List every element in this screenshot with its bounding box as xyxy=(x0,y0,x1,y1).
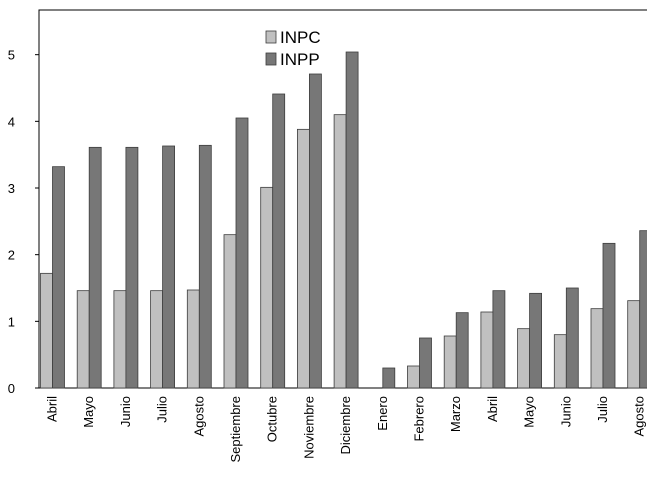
bar-inpc xyxy=(297,129,309,388)
bar-inpc xyxy=(591,309,603,388)
bar-inpc xyxy=(334,115,346,388)
bar-inpc xyxy=(114,291,126,388)
bar-inpp xyxy=(236,118,248,388)
x-tick-label: Mayo xyxy=(81,396,96,428)
x-tick-label: Marzo xyxy=(448,396,463,432)
bar-inpp xyxy=(383,368,395,388)
bar-inpc xyxy=(224,235,236,388)
bar-inpp xyxy=(493,291,505,388)
x-tick-label: Septiembre xyxy=(228,396,243,462)
bar-inpc xyxy=(41,273,53,388)
bar-inpc xyxy=(77,291,89,388)
bar-inpp xyxy=(603,243,615,388)
x-tick-label: Febrero xyxy=(412,396,427,442)
bar-inpp xyxy=(126,147,138,388)
x-tick-label: Enero xyxy=(375,396,390,431)
bar-inpc xyxy=(444,336,456,388)
y-tick-label: 2 xyxy=(8,248,15,263)
x-tick-label: Junio xyxy=(118,396,133,427)
legend-label-inpp: INPP xyxy=(280,50,320,69)
bar-inpc xyxy=(261,187,273,388)
bar-inpc xyxy=(187,290,199,388)
bar-inpp xyxy=(456,313,468,388)
x-tick-label: Mayo xyxy=(522,396,537,428)
bar-inpc xyxy=(151,291,163,388)
legend-swatch-inpc xyxy=(266,31,276,43)
x-tick-label: Junio xyxy=(558,396,573,427)
bar-inpp xyxy=(163,146,175,388)
bar-inpc xyxy=(554,335,566,388)
x-tick-label: Diciembre xyxy=(338,396,353,455)
bar-inpc xyxy=(518,329,530,388)
bar-inpp xyxy=(273,94,285,388)
x-tick-label: Julio xyxy=(595,396,610,423)
x-tick-label: Octubre xyxy=(265,396,280,442)
x-tick-label: Julio xyxy=(155,396,170,423)
y-tick-label: 5 xyxy=(8,48,15,63)
y-tick-label: 0 xyxy=(8,381,15,396)
y-tick-label: 4 xyxy=(8,114,15,129)
x-tick-label: Abril xyxy=(485,396,500,422)
bar-inpp xyxy=(530,293,542,388)
bar-inpp xyxy=(566,288,578,388)
legend-swatch-inpp xyxy=(266,53,276,65)
x-tick-label: Noviembre xyxy=(301,396,316,459)
x-tick-label: Agosto xyxy=(191,396,206,436)
legend-label-inpc: INPC xyxy=(280,28,321,47)
bar-inpc xyxy=(628,301,640,388)
bars-group xyxy=(41,52,647,388)
bar-inpp xyxy=(309,74,321,388)
x-axis: Abril Mayo Junio Julio Agosto Septiembre Octub… xyxy=(45,396,647,463)
legend: INPC INPP xyxy=(266,28,321,69)
y-axis: 0 1 2 3 4 5 xyxy=(8,48,39,396)
x-tick-label: Abril xyxy=(45,396,60,422)
bar-inpp xyxy=(346,52,358,388)
bar-inpc xyxy=(408,366,420,388)
y-tick-label: 1 xyxy=(8,314,15,329)
bar-inpp xyxy=(640,231,647,388)
bar-inpp xyxy=(199,145,211,388)
bar-inpc xyxy=(481,312,493,388)
bar-inpp xyxy=(89,147,101,388)
x-tick-label: Agosto xyxy=(632,396,647,436)
bar-inpp xyxy=(53,167,65,388)
bar-inpp xyxy=(420,338,432,388)
y-tick-label: 3 xyxy=(8,181,15,196)
